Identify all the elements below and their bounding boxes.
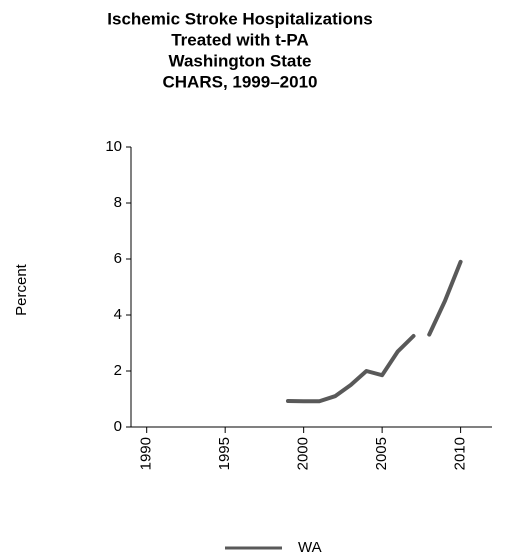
y-tick-label: 6 xyxy=(114,250,122,267)
x-tick-label: 2005 xyxy=(373,437,390,470)
x-tick-label: 1990 xyxy=(138,437,155,470)
legend-label: WA xyxy=(298,539,322,556)
x-tick-label: 2000 xyxy=(295,437,312,470)
chart-title: Washington State xyxy=(169,51,312,70)
data-line xyxy=(285,259,463,404)
y-axis-label: Percent xyxy=(13,263,30,316)
y-tick-label: 8 xyxy=(114,194,122,211)
y-tick-label: 0 xyxy=(114,418,122,435)
chart-title: Treated with t-PA xyxy=(171,30,309,49)
y-tick-label: 2 xyxy=(114,362,122,379)
x-tick-label: 2010 xyxy=(452,437,469,470)
x-tick-label: 1995 xyxy=(216,437,233,470)
y-tick-label: 4 xyxy=(114,306,122,323)
chart-title: CHARS, 1999–2010 xyxy=(163,72,318,91)
chart-title: Ischemic Stroke Hospitalizations xyxy=(107,9,372,28)
y-tick-label: 10 xyxy=(105,138,122,155)
